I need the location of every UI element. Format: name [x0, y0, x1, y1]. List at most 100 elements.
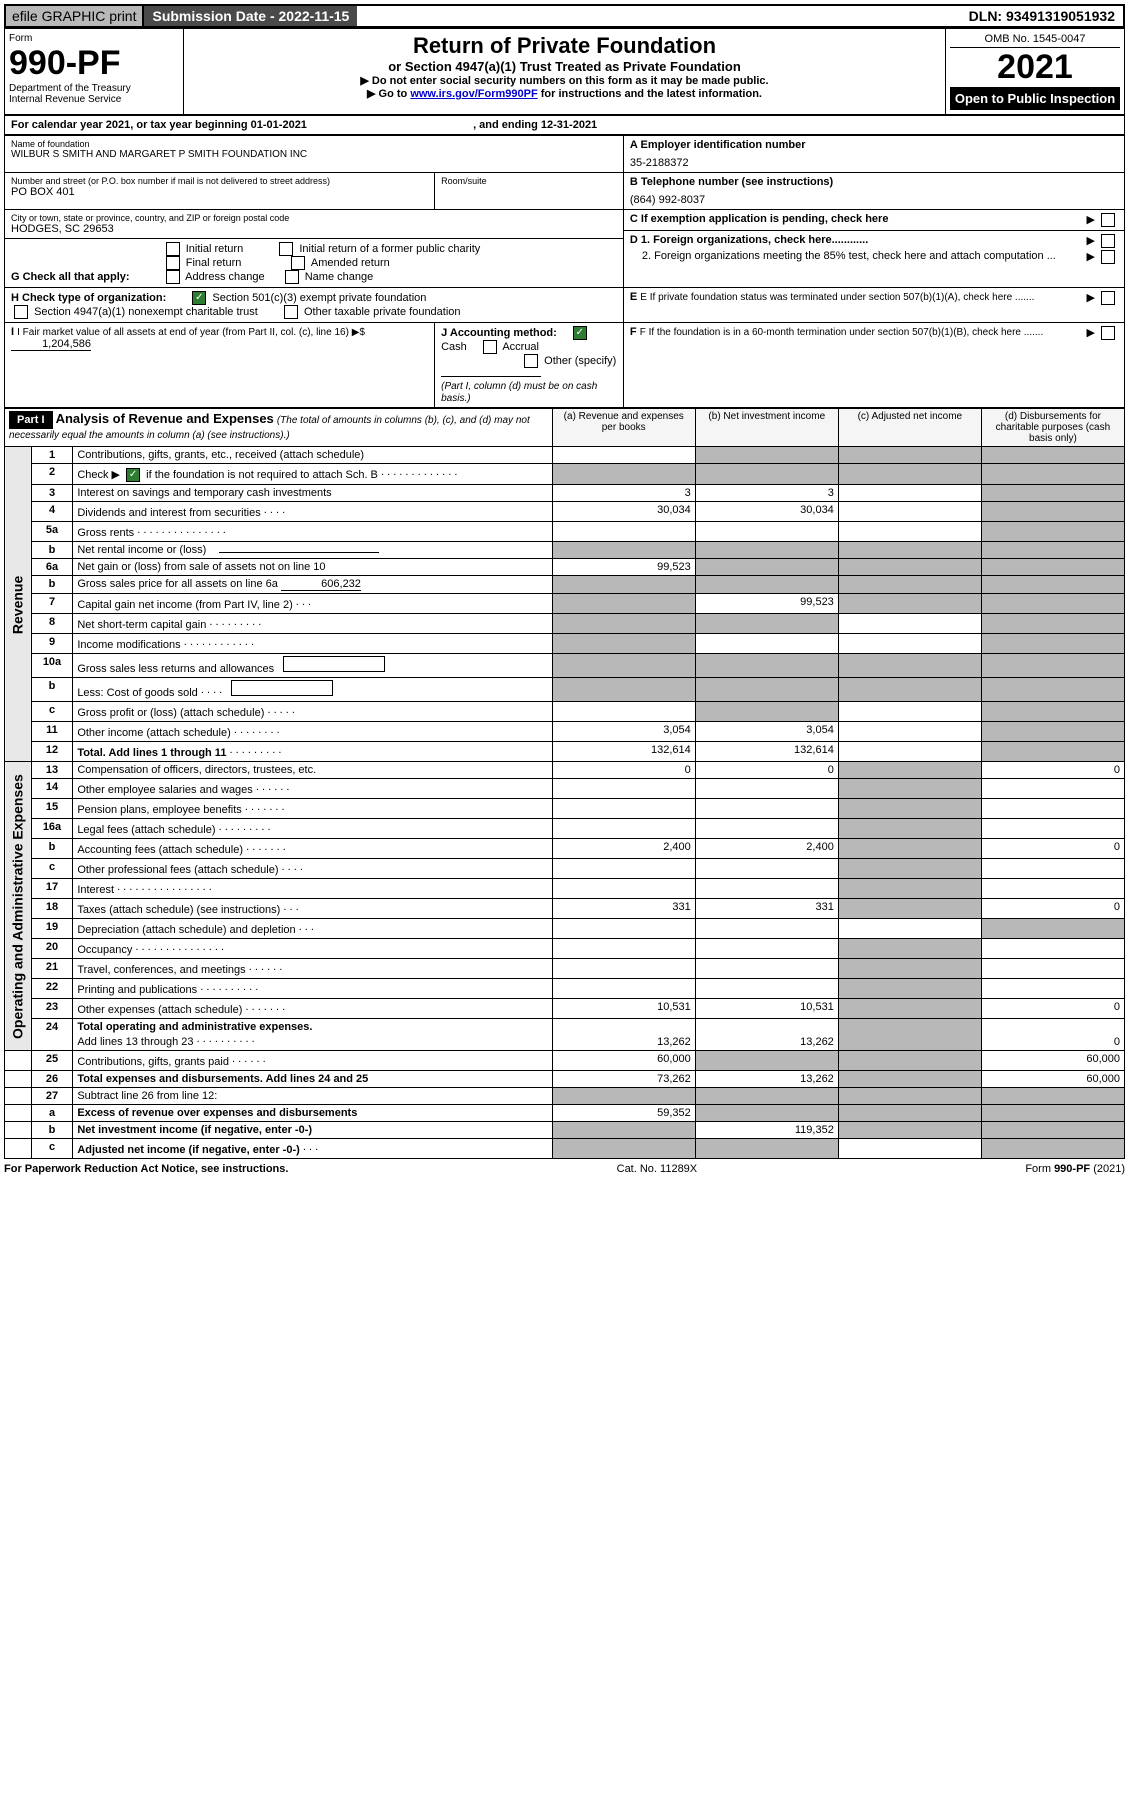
year-begin: 01-01-2021 — [251, 119, 307, 131]
form-subtitle: or Section 4947(a)(1) Trust Treated as P… — [188, 59, 941, 74]
d1-checkbox[interactable] — [1101, 234, 1115, 248]
dept-label: Department of the Treasury — [9, 83, 179, 94]
col-c-header: (c) Adjusted net income — [838, 409, 981, 447]
note-1: ▶ Do not enter social security numbers o… — [188, 74, 941, 87]
expenses-side-label: Operating and Administrative Expenses — [5, 762, 32, 1051]
line2-checkbox[interactable] — [126, 468, 140, 482]
page-footer: For Paperwork Reduction Act Notice, see … — [4, 1159, 1125, 1179]
line-8: 8 Net short-term capital gain . . . . . … — [5, 614, 1125, 634]
g-name-checkbox[interactable] — [285, 270, 299, 284]
line-4: 4 Dividends and interest from securities… — [5, 502, 1125, 522]
foundation-name: WILBUR S SMITH AND MARGARET P SMITH FOUN… — [11, 149, 617, 160]
section-d-cell: D 1. Foreign organizations, check here..… — [623, 231, 1124, 288]
omb-number: OMB No. 1545-0047 — [950, 33, 1120, 48]
city-value: HODGES, SC 29653 — [11, 223, 617, 235]
line-1: Revenue 1 Contributions, gifts, grants, … — [5, 447, 1125, 464]
h-other-taxable-checkbox[interactable] — [284, 305, 298, 319]
line-13: Operating and Administrative Expenses 13… — [5, 762, 1125, 779]
instructions-link[interactable]: www.irs.gov/Form990PF — [410, 88, 537, 100]
section-c-cell: C If exemption application is pending, c… — [623, 210, 1124, 231]
section-j-cell: J Accounting method: Cash Accrual Other … — [435, 323, 624, 408]
line-25: 25 Contributions, gifts, grants paid . .… — [5, 1051, 1125, 1071]
address-cell: Number and street (or P.O. box number if… — [5, 173, 435, 210]
line-22: 22 Printing and publications . . . . . .… — [5, 979, 1125, 999]
section-f-cell: F F If the foundation is in a 60-month t… — [623, 323, 1124, 408]
top-bar: efile GRAPHIC print Submission Date - 20… — [4, 4, 1125, 28]
section-i-cell: I I Fair market value of all assets at e… — [5, 323, 435, 408]
ein-value: 35-2188372 — [630, 151, 1118, 169]
line-27: 27 Subtract line 26 from line 12: — [5, 1088, 1125, 1105]
g-initial-former-checkbox[interactable] — [279, 242, 293, 256]
line-10a: 10a Gross sales less returns and allowan… — [5, 654, 1125, 678]
irs-label: Internal Revenue Service — [9, 94, 179, 105]
line-11: 11 Other income (attach schedule) . . . … — [5, 722, 1125, 742]
line-6b: b Gross sales price for all assets on li… — [5, 576, 1125, 594]
form-number: 990-PF — [9, 44, 179, 83]
line-7: 7 Capital gain net income (from Part IV,… — [5, 594, 1125, 614]
j-cash-checkbox[interactable] — [573, 326, 587, 340]
note-2: ▶ Go to www.irs.gov/Form990PF for instru… — [188, 87, 941, 100]
phone-cell: B Telephone number (see instructions) (8… — [623, 173, 1124, 210]
ein-cell: A Employer identification number 35-2188… — [623, 136, 1124, 173]
line-20: 20 Occupancy . . . . . . . . . . . . . .… — [5, 939, 1125, 959]
line-10c: c Gross profit or (loss) (attach schedul… — [5, 702, 1125, 722]
line-5a: 5a Gross rents . . . . . . . . . . . . .… — [5, 522, 1125, 542]
j-other-checkbox[interactable] — [524, 354, 538, 368]
form-number-cell: Form 990-PF Department of the Treasury I… — [5, 29, 184, 115]
h-4947-checkbox[interactable] — [14, 305, 28, 319]
submission-date: Submission Date - 2022-11-15 — [144, 6, 357, 26]
open-public-badge: Open to Public Inspection — [950, 87, 1120, 110]
g-address-checkbox[interactable] — [166, 270, 180, 284]
city-cell: City or town, state or province, country… — [5, 210, 624, 239]
year-cell: OMB No. 1545-0047 2021 Open to Public In… — [946, 29, 1125, 115]
line-27a: a Excess of revenue over expenses and di… — [5, 1105, 1125, 1122]
line-9: 9 Income modifications . . . . . . . . .… — [5, 634, 1125, 654]
efile-label[interactable]: efile GRAPHIC print — [6, 6, 144, 26]
footer-left: For Paperwork Reduction Act Notice, see … — [4, 1163, 288, 1175]
line-26: 26 Total expenses and disbursements. Add… — [5, 1071, 1125, 1088]
footer-right: Form 990-PF (2021) — [1025, 1163, 1125, 1175]
section-g-cell: G Check all that apply: Initial return I… — [5, 239, 624, 288]
j-accrual-checkbox[interactable] — [483, 340, 497, 354]
foundation-name-cell: Name of foundation WILBUR S SMITH AND MA… — [5, 136, 624, 173]
col-a-header: (a) Revenue and expenses per books — [552, 409, 695, 447]
line-27b: b Net investment income (if negative, en… — [5, 1122, 1125, 1139]
footer-mid: Cat. No. 11289X — [617, 1163, 698, 1175]
line-2: 2 Check ▶ if the foundation is not requi… — [5, 464, 1125, 485]
line-24: 24 Total operating and administrative ex… — [5, 1019, 1125, 1051]
fmv-value: 1,204,586 — [11, 338, 91, 351]
c-checkbox[interactable] — [1101, 213, 1115, 227]
f-checkbox[interactable] — [1101, 326, 1115, 340]
line-17: 17 Interest . . . . . . . . . . . . . . … — [5, 879, 1125, 899]
g-final-checkbox[interactable] — [166, 256, 180, 270]
room-cell: Room/suite — [435, 173, 624, 210]
title-cell: Return of Private Foundation or Section … — [184, 29, 946, 115]
line-19: 19 Depreciation (attach schedule) and de… — [5, 919, 1125, 939]
d2-checkbox[interactable] — [1101, 250, 1115, 264]
dln: DLN: 93491319051932 — [961, 6, 1123, 26]
g-initial-checkbox[interactable] — [166, 242, 180, 256]
form-label: Form — [9, 33, 179, 44]
col-d-header: (d) Disbursements for charitable purpose… — [981, 409, 1124, 447]
e-checkbox[interactable] — [1101, 291, 1115, 305]
line-18: 18 Taxes (attach schedule) (see instruct… — [5, 899, 1125, 919]
line-10b: b Less: Cost of goods sold . . . . — [5, 678, 1125, 702]
revenue-side-label: Revenue — [5, 447, 32, 762]
line-21: 21 Travel, conferences, and meetings . .… — [5, 959, 1125, 979]
line-6a: 6a Net gain or (loss) from sale of asset… — [5, 559, 1125, 576]
h-501c3-checkbox[interactable] — [192, 291, 206, 305]
year-end: 12-31-2021 — [541, 119, 597, 131]
line-16c: c Other professional fees (attach schedu… — [5, 859, 1125, 879]
line-16a: 16a Legal fees (attach schedule) . . . .… — [5, 819, 1125, 839]
part-i-header: Part I Analysis of Revenue and Expenses … — [5, 409, 553, 447]
calendar-year-row: For calendar year 2021, or tax year begi… — [5, 116, 1125, 135]
line-16b: b Accounting fees (attach schedule) . . … — [5, 839, 1125, 859]
line-5b: b Net rental income or (loss) — [5, 542, 1125, 559]
street-address: PO BOX 401 — [11, 186, 428, 198]
line-12: 12 Total. Add lines 1 through 11 . . . .… — [5, 742, 1125, 762]
form-title: Return of Private Foundation — [188, 33, 941, 59]
phone-value: (864) 992-8037 — [630, 188, 1118, 206]
section-e-cell: E E If private foundation status was ter… — [623, 288, 1124, 323]
col-b-header: (b) Net investment income — [695, 409, 838, 447]
g-amended-checkbox[interactable] — [291, 256, 305, 270]
